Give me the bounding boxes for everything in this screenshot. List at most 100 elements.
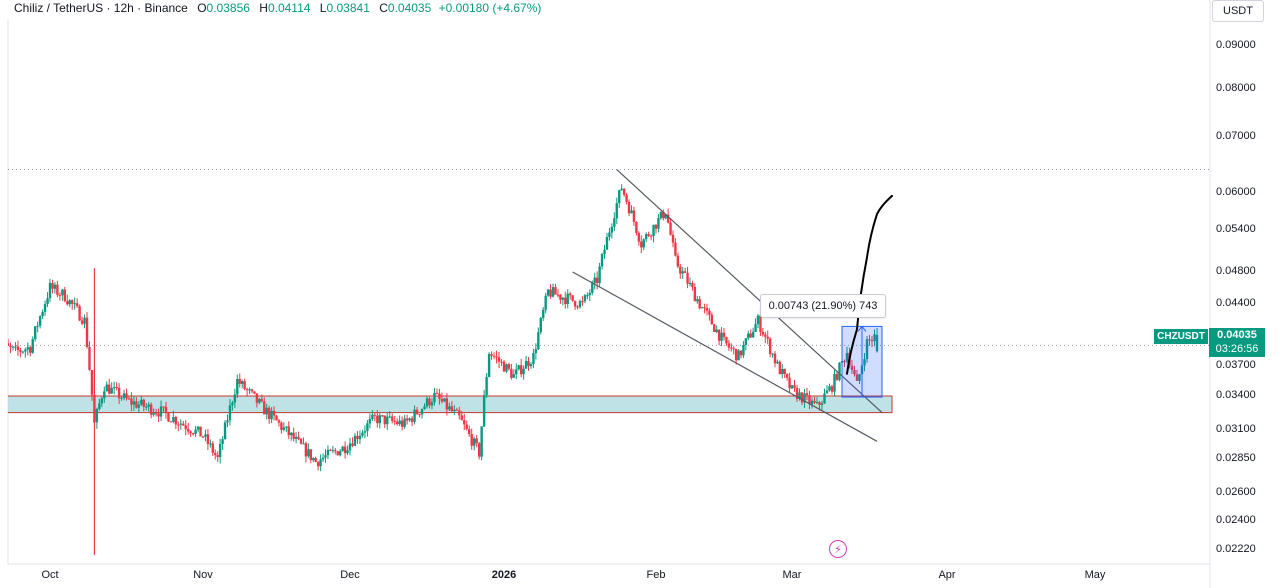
candle-body: [130, 398, 133, 405]
candle: [336, 450, 339, 456]
candle: [314, 456, 317, 463]
candle: [739, 350, 743, 359]
candle: [182, 420, 185, 426]
candle: [785, 373, 789, 381]
candle: [495, 350, 498, 364]
candle-body: [505, 364, 508, 372]
candle: [363, 425, 367, 439]
candle: [137, 400, 141, 413]
candle-body: [199, 426, 202, 437]
candle-body: [415, 409, 419, 415]
candle-body: [482, 395, 486, 427]
candle-body: [108, 384, 111, 394]
candle-body: [453, 409, 456, 412]
candle: [815, 397, 819, 405]
candle-body: [640, 241, 643, 248]
candle: [135, 397, 138, 409]
candle: [228, 399, 232, 426]
candle: [443, 398, 446, 403]
candle-body: [845, 352, 849, 362]
candle: [53, 282, 57, 294]
candle-body: [583, 295, 587, 302]
candle: [608, 227, 611, 241]
candle-body: [534, 349, 538, 354]
candle-body: [500, 361, 503, 363]
candle: [4, 342, 6, 348]
candle-body: [100, 398, 104, 404]
candle: [460, 410, 463, 421]
candle: [9, 342, 12, 354]
candle: [405, 414, 409, 425]
candle: [400, 416, 404, 431]
candle: [159, 400, 163, 422]
candle-body: [71, 300, 74, 304]
candle-body: [485, 376, 488, 396]
candle: [810, 397, 814, 409]
candle: [162, 406, 165, 412]
candle: [38, 315, 42, 329]
candle: [808, 390, 811, 410]
candle: [790, 385, 794, 390]
candle-body: [127, 398, 131, 400]
candle: [177, 421, 180, 432]
candle-body: [522, 368, 525, 375]
candle: [515, 363, 518, 380]
candle: [593, 272, 596, 290]
candle-body: [299, 438, 303, 444]
candle: [351, 437, 354, 448]
candle-body: [598, 266, 601, 284]
candle-body: [554, 287, 557, 295]
candle: [31, 336, 34, 354]
candle: [285, 426, 288, 432]
candle: [122, 389, 126, 401]
candle: [747, 330, 750, 341]
candle-body: [790, 385, 794, 389]
candle: [418, 413, 421, 418]
candle-body: [768, 338, 772, 354]
candle-body: [778, 361, 782, 375]
candle-body: [19, 350, 22, 352]
candle-body: [314, 458, 317, 462]
candle: [24, 347, 27, 358]
candle-body: [248, 389, 251, 391]
candle: [497, 351, 501, 369]
candle-body: [343, 446, 347, 454]
candle-body: [559, 294, 562, 300]
candle-body: [588, 292, 592, 296]
currency-button[interactable]: USDT: [1212, 0, 1264, 22]
candle: [756, 313, 760, 329]
candle-body: [403, 418, 406, 427]
candle-body: [334, 450, 337, 452]
candle-body: [275, 415, 278, 421]
candle: [253, 391, 256, 395]
candle-body: [430, 402, 434, 406]
candle: [58, 292, 62, 301]
candle-body: [620, 188, 623, 191]
candle: [828, 383, 831, 392]
candle-body: [2, 345, 4, 347]
candle-body: [515, 369, 518, 375]
candle: [778, 360, 782, 375]
candle: [637, 231, 641, 246]
candle: [391, 413, 394, 424]
candle: [776, 359, 779, 364]
candle-body: [324, 455, 327, 458]
candle: [455, 407, 459, 411]
price-scale-label: 0.09000: [1216, 39, 1256, 51]
candle-body: [605, 236, 609, 250]
flash-icon[interactable]: ⚡: [829, 540, 847, 558]
symbol-tag: CHZUSDT: [1154, 329, 1208, 344]
candle: [705, 303, 709, 316]
candle-body: [793, 385, 796, 388]
candle: [343, 441, 347, 459]
candle: [850, 359, 854, 375]
candle: [184, 420, 187, 436]
candle-body: [576, 306, 579, 308]
candle: [433, 387, 436, 406]
symbol-title[interactable]: Chiliz / TetherUS · 12h · Binance: [14, 1, 188, 15]
candle: [652, 224, 655, 243]
candle: [386, 412, 389, 430]
candle-body: [730, 347, 733, 349]
